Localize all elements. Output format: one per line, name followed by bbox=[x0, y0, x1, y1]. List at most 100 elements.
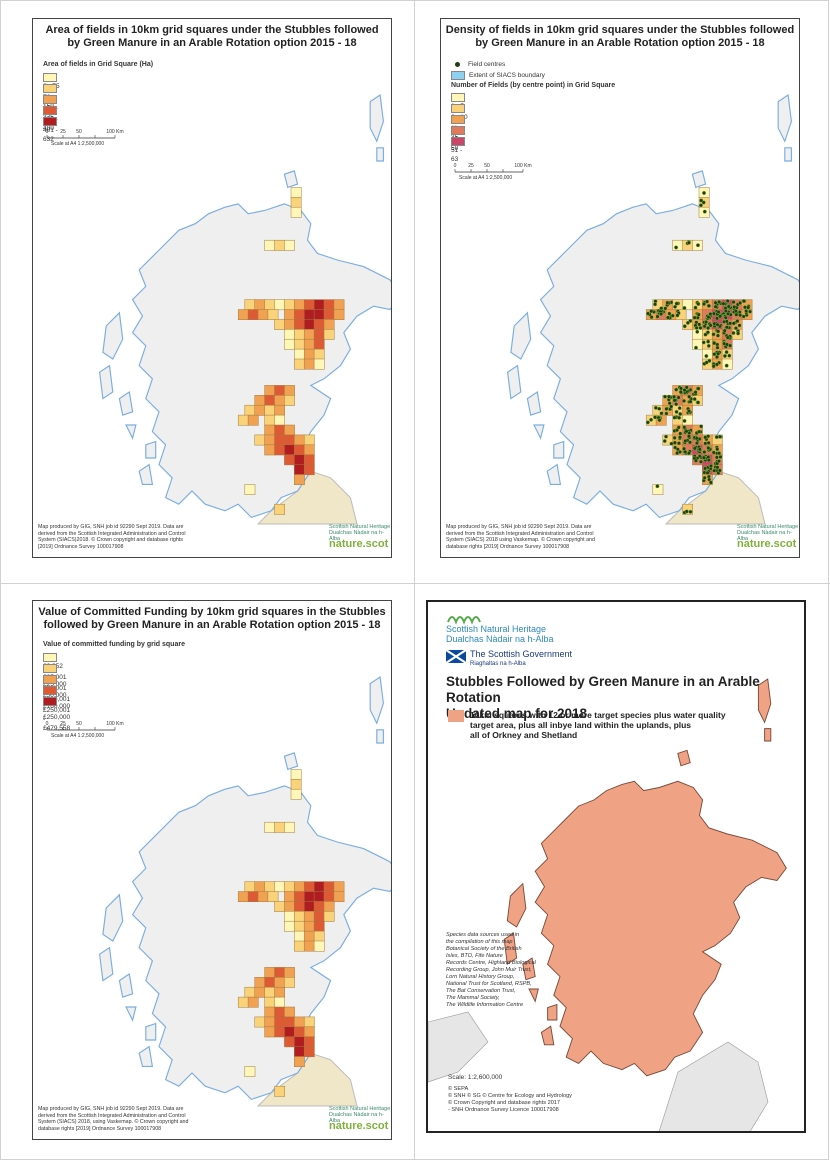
grid-square bbox=[294, 891, 305, 902]
text-line: Species data sources used in bbox=[446, 932, 520, 938]
legend-title: Value of committed funding by grid squar… bbox=[43, 641, 185, 648]
field-centre-dot bbox=[724, 363, 729, 368]
grid-square bbox=[290, 197, 302, 208]
field-centre-dot bbox=[706, 446, 711, 451]
grid-square bbox=[274, 901, 285, 912]
field-centre-dot bbox=[649, 417, 654, 422]
grid-square bbox=[274, 319, 285, 330]
field-centre-dot bbox=[718, 454, 723, 459]
grid-square bbox=[237, 414, 249, 426]
grid-square bbox=[244, 404, 256, 416]
grid-square bbox=[290, 788, 302, 800]
scotland-map bbox=[428, 678, 787, 1131]
scale-tick: 100 Km bbox=[514, 163, 531, 169]
grid-square bbox=[264, 299, 276, 311]
grid-square bbox=[303, 319, 315, 330]
field-centre-dot bbox=[676, 425, 681, 430]
grid-square bbox=[244, 881, 256, 893]
field-centre-dot bbox=[662, 439, 667, 444]
grid-square bbox=[303, 299, 315, 311]
grid-square bbox=[284, 1006, 295, 1018]
field-centre-dot bbox=[672, 394, 677, 399]
field-centre-dot bbox=[728, 343, 733, 348]
field-centre-dot bbox=[674, 402, 679, 407]
scale-tick: 25 bbox=[468, 163, 474, 169]
field-centre-dot bbox=[684, 385, 689, 390]
field-centre-dot bbox=[688, 509, 693, 514]
grid-square bbox=[284, 977, 295, 988]
grid-square bbox=[264, 986, 276, 998]
field-centre-dot bbox=[672, 415, 677, 420]
text-line: Lorn Natural History Group, bbox=[446, 974, 515, 980]
gov-name: The Scottish Government bbox=[470, 649, 573, 659]
field-centre-dot bbox=[678, 386, 683, 391]
field-centre-dot bbox=[677, 435, 683, 440]
grid-square bbox=[274, 1016, 285, 1028]
field-centre-dot bbox=[693, 458, 698, 463]
divider-horizontal bbox=[0, 583, 830, 584]
grid-square bbox=[313, 348, 325, 360]
field-centre-dot bbox=[693, 345, 699, 350]
grid-square bbox=[294, 319, 305, 330]
legend-label: £250,001 - £479,558 bbox=[43, 707, 71, 733]
grid-square bbox=[244, 484, 256, 495]
grid-square bbox=[323, 901, 335, 912]
field-centre-dot bbox=[701, 200, 706, 205]
field-centre-dot bbox=[708, 480, 713, 485]
field-centre-dot bbox=[682, 324, 687, 329]
scale-text: Scale at A4 1:2,500,000 bbox=[51, 141, 105, 147]
grid-square bbox=[294, 299, 305, 311]
scale-tick: 100 Km bbox=[106, 721, 123, 727]
grid-square bbox=[333, 309, 345, 320]
field-centre-dot bbox=[682, 418, 687, 423]
grid-square bbox=[303, 901, 315, 912]
grid-square bbox=[284, 444, 295, 456]
field-centre-dot bbox=[713, 300, 718, 305]
grid-square bbox=[264, 996, 276, 1008]
text-line: Scottish Natural Heritage bbox=[737, 524, 799, 530]
field-centre-dot bbox=[665, 300, 670, 305]
saltire-icon bbox=[445, 649, 467, 664]
field-centre-dot bbox=[711, 450, 716, 455]
field-centre-dot bbox=[697, 322, 702, 327]
map-area-of-fields: Area of fields in 10km grid squares unde… bbox=[32, 18, 392, 558]
text-line: Map produced by GIG, SNH job id 92290 Se… bbox=[446, 524, 592, 530]
text-line: Scottish Natural Heritage bbox=[329, 524, 391, 530]
field-centre-dot bbox=[733, 309, 738, 314]
field-centre-dot bbox=[675, 447, 680, 452]
grid-square bbox=[254, 395, 266, 406]
text-line: database rights [2019] Ordnance Survey 1… bbox=[38, 1125, 162, 1132]
legend-item: 51 - 63 bbox=[451, 137, 469, 163]
legend-title: Number of Fields (by centre point) in Gr… bbox=[451, 82, 616, 89]
field-centre-dot bbox=[674, 245, 679, 250]
field-centre-dot bbox=[723, 308, 728, 313]
text-line: derived from the Scottish Integrated Adm… bbox=[38, 530, 186, 537]
field-centre-dot bbox=[715, 322, 720, 327]
grid-square bbox=[294, 358, 305, 370]
grid-square bbox=[303, 1036, 315, 1048]
grid-square bbox=[274, 986, 285, 998]
grid-square bbox=[303, 1026, 315, 1038]
field-centre-dot bbox=[672, 440, 677, 445]
grid-square bbox=[274, 881, 285, 893]
text-line: Recording Group, John Muir Trust, bbox=[446, 967, 532, 973]
field-centre-dot bbox=[731, 321, 736, 326]
field-centre-dot bbox=[683, 438, 688, 443]
field-centre-dot bbox=[667, 311, 672, 316]
grid-square bbox=[294, 1046, 305, 1058]
grid-square bbox=[257, 309, 269, 320]
field-centre-dot bbox=[696, 312, 701, 317]
field-centre-dot bbox=[728, 321, 733, 326]
grid-square bbox=[274, 821, 285, 833]
field-centre-dot bbox=[735, 319, 740, 324]
grid-square bbox=[237, 309, 249, 320]
field-centre-dot bbox=[672, 398, 677, 403]
text-line: System (SIACS)2018. © Crown copyright an… bbox=[38, 537, 183, 543]
field-centre-dot bbox=[676, 441, 681, 446]
grid-square bbox=[303, 338, 315, 350]
field-centre-dot bbox=[697, 447, 702, 452]
field-centre-dot bbox=[706, 455, 711, 460]
grid-square bbox=[313, 881, 325, 893]
field-centre-dot bbox=[717, 299, 722, 304]
grid-square bbox=[247, 309, 259, 320]
